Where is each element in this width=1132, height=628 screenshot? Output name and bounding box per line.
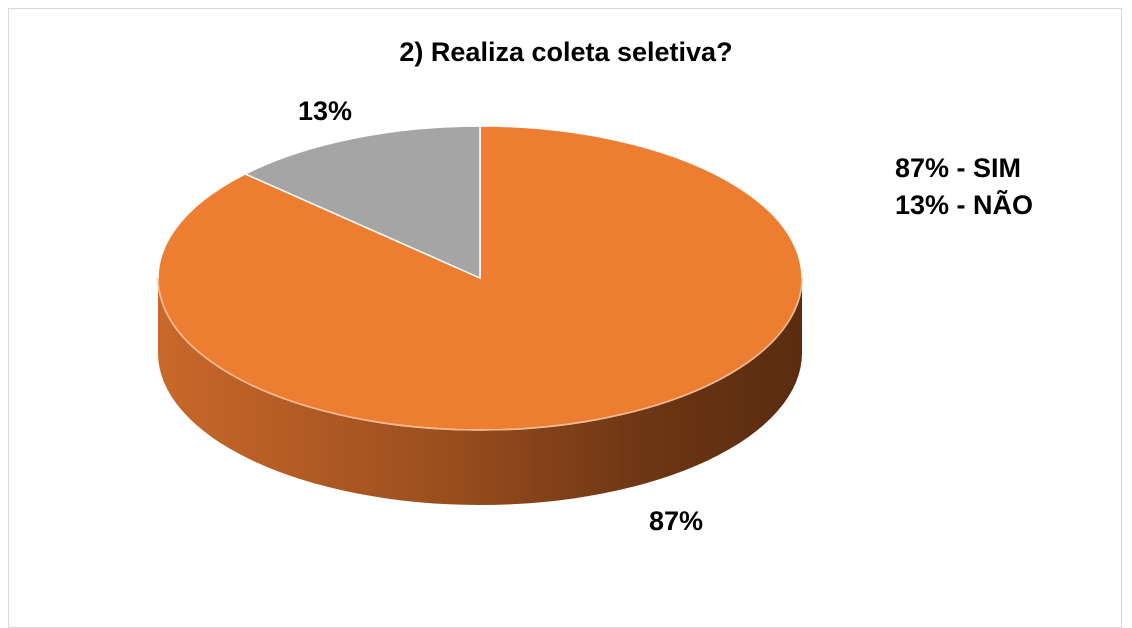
pie-side-sim: [158, 278, 802, 505]
data-label-sim: 87%: [649, 506, 703, 536]
legend-entry-sim: 87% - SIM: [895, 153, 1022, 183]
pie-rim: [157, 277, 803, 431]
pie-slice-nao: [243, 125, 481, 280]
data-label-nao: 13%: [298, 96, 352, 126]
legend: 87% - SIM 13% - NÃO: [895, 150, 1033, 224]
legend-entry-nao: 13% - NÃO: [895, 190, 1034, 220]
chart-title: 2) Realiza coleta seletiva?: [399, 37, 733, 67]
